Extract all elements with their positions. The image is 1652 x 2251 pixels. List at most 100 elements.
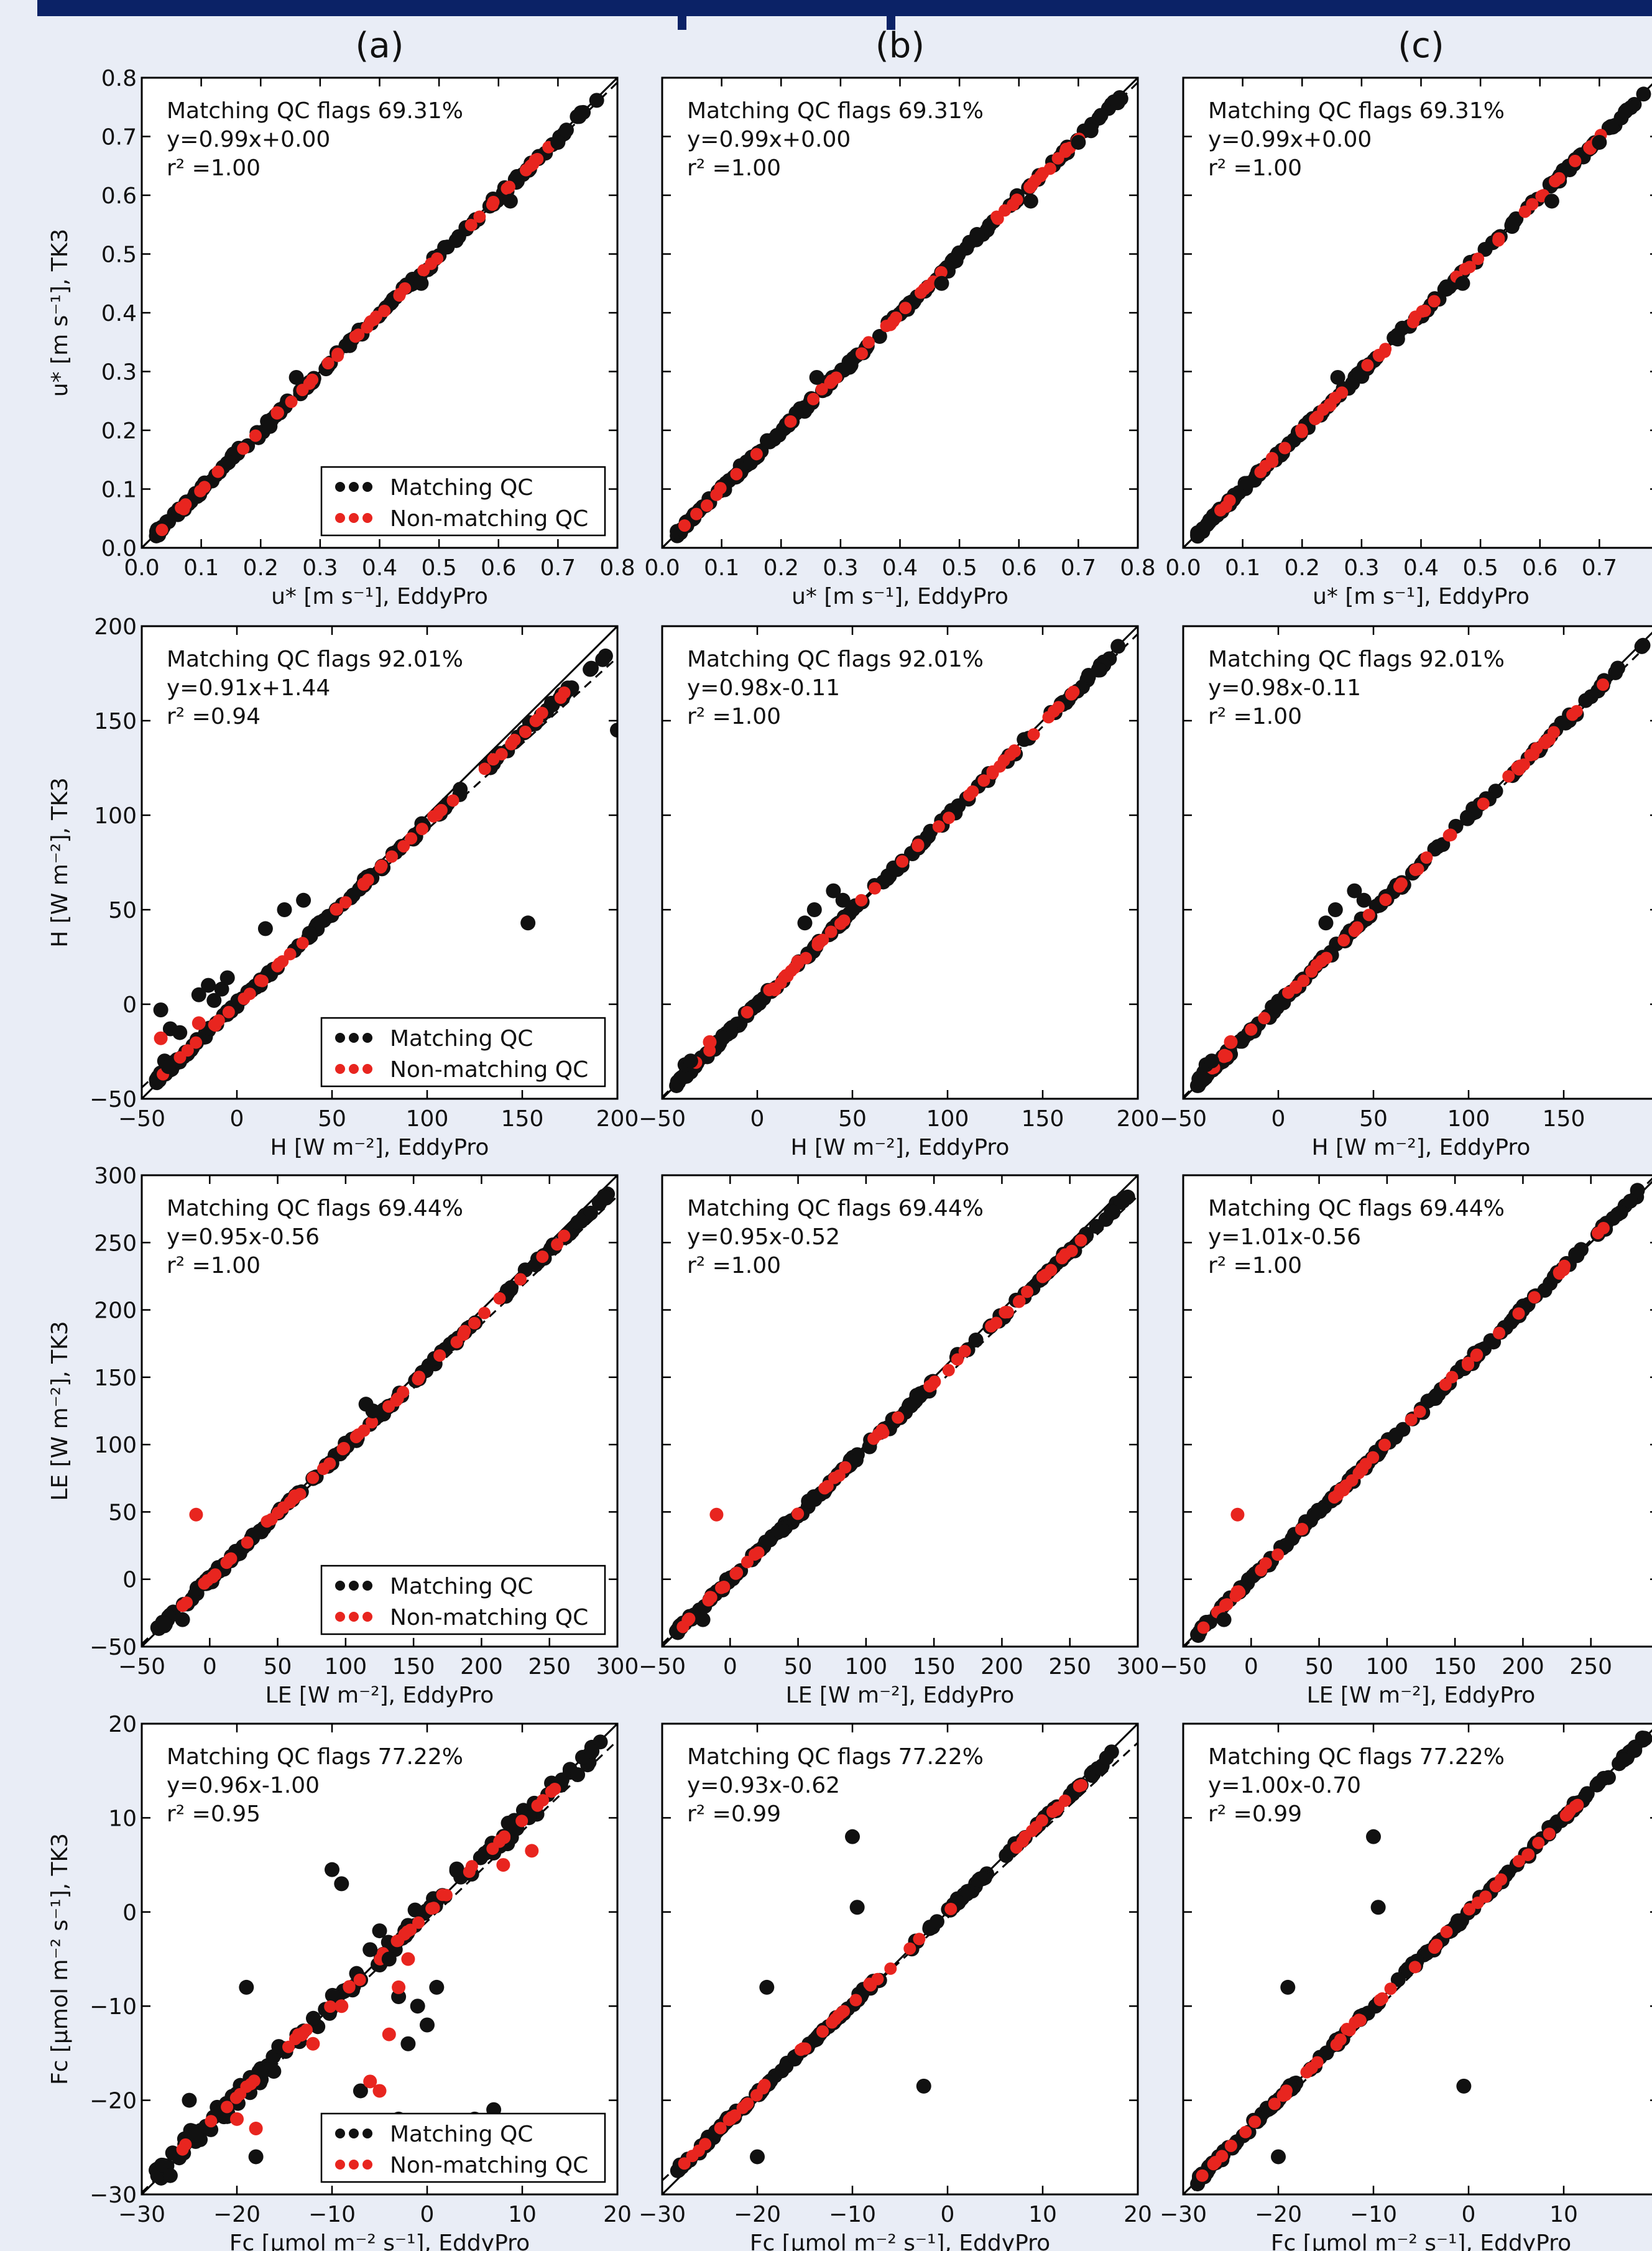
legend-entry-matching: Matching QC [390, 1026, 533, 1052]
scatter-point-nonmatching [505, 737, 518, 751]
stats-annotation: Matching QC flags 69.44% [1208, 1196, 1505, 1221]
scatter-point-matching [1327, 902, 1343, 917]
stats-annotation: Matching QC flags 77.22% [167, 1744, 463, 1770]
legend-entry-matching: Matching QC [390, 1574, 533, 1599]
scatter-point-nonmatching [977, 774, 990, 787]
x-tick-label: 250 [528, 1654, 571, 1680]
scatter-point-matching [420, 2017, 435, 2033]
column-label: (a) [355, 25, 404, 66]
scatter-point-nonmatching [934, 266, 948, 279]
scatter-point-nonmatching [942, 1364, 955, 1377]
x-tick-label: 150 [1434, 1654, 1477, 1680]
x-tick-label: 0.4 [882, 555, 918, 581]
scatter-point-matching [175, 1612, 190, 1627]
scatter-point-matching [1388, 1427, 1404, 1443]
legend: Matching QC Non-matching QC [320, 2112, 606, 2183]
y-tick-label: 300 [94, 1163, 137, 1189]
scatter-point-nonmatching [1219, 1598, 1232, 1611]
stats-annotation: Matching QC flags 92.01% [687, 647, 984, 672]
x-tick-label: 10 [1028, 2202, 1057, 2227]
scatter-point-nonmatching [1413, 1405, 1426, 1418]
scatter-point-nonmatching [862, 336, 875, 349]
y-tick-label: 50 [108, 1500, 137, 1525]
scatter-point-matching [410, 1999, 425, 2014]
x-tick-label: 250 [1048, 1654, 1091, 1680]
scatter-point-nonmatching [676, 1620, 690, 1634]
scatter-point-matching [849, 1900, 865, 1915]
plot-content [662, 1724, 1138, 2194]
scatter-point-nonmatching [750, 2089, 763, 2102]
y-tick-label: 100 [94, 1433, 137, 1458]
scatter-point-nonmatching [1259, 1557, 1272, 1570]
x-tick-label: 150 [1022, 1106, 1064, 1132]
x-axis-label: H [W m⁻²], EddyPro [270, 1135, 489, 1160]
frame-notch [678, 0, 686, 30]
x-tick-label: 50 [1305, 1654, 1334, 1680]
legend-marker [362, 1581, 372, 1591]
stats-annotation: r² =1.00 [1208, 1253, 1302, 1278]
scatter-point-matching [1093, 108, 1109, 123]
legend-marker [362, 2160, 372, 2170]
scatter-point-nonmatching [1355, 1463, 1368, 1476]
scatter-point-nonmatching [240, 2080, 253, 2093]
scatter-point-nonmatching [678, 2157, 691, 2170]
panel-row3-(b): −50 0 50 100 150 200 250 300 LE [W m⁻²], EddyPro… [639, 1174, 1160, 1708]
scatter-point-nonmatching [1074, 1234, 1087, 1247]
scatter-point-nonmatching [435, 803, 448, 816]
scatter-point-nonmatching [353, 1973, 366, 1986]
scatter-point-nonmatching [1245, 1023, 1258, 1036]
x-tick-label: 300 [1117, 1654, 1160, 1680]
scatter-point-nonmatching [892, 1411, 905, 1424]
scatter-point-nonmatching [903, 1942, 916, 1955]
scatter-point-nonmatching [1348, 924, 1361, 937]
legend: Matching QC Non-matching QC [320, 1565, 606, 1635]
scatter-point-nonmatching [1073, 1780, 1086, 1793]
x-tick-label: 100 [1447, 1106, 1490, 1132]
plot-frame [661, 1174, 1139, 1648]
plot-content [662, 78, 1138, 548]
scatter-point-nonmatching [336, 1443, 349, 1456]
scatter-point-matching [1623, 1193, 1638, 1209]
scatter-point-nonmatching [1023, 181, 1036, 194]
scatter-point-matching [1190, 529, 1206, 544]
scatter-point-matching [155, 2157, 171, 2173]
scatter-point-nonmatching [1597, 678, 1610, 691]
scatter-point-nonmatching [392, 1980, 406, 1994]
scatter-point-nonmatching [287, 1492, 300, 1505]
scatter-point-matching [400, 2036, 416, 2051]
scatter-point-nonmatching [800, 951, 813, 964]
legend-marker [335, 2129, 345, 2138]
scatter-point-matching [271, 2039, 287, 2055]
x-tick-label: 0.6 [1001, 555, 1036, 581]
legend-box [320, 466, 606, 537]
scatter-point-nonmatching [1477, 797, 1490, 810]
y-tick-label: 0.8 [101, 66, 137, 91]
top-frame-bar [37, 0, 1652, 16]
scatter-point-nonmatching [704, 1591, 717, 1604]
x-tick-label: 0.2 [243, 555, 279, 581]
y-tick-label: 250 [94, 1231, 137, 1256]
legend-marker [362, 2129, 372, 2138]
legend-marker [349, 2160, 359, 2170]
panel-row1-(b): 0.0 0.1 0.2 0.3 0.4 0.5 0.6 0.7 0.8 u* [m s⁻¹], E… [644, 76, 1156, 609]
scatter-point-matching [584, 1744, 600, 1759]
scatter-point-nonmatching [1224, 1035, 1238, 1049]
scatter-point-nonmatching [339, 896, 352, 909]
scatter-point-nonmatching [1050, 1803, 1063, 1816]
scatter-point-nonmatching [1512, 1854, 1525, 1867]
scatter-point-nonmatching [1430, 1938, 1443, 1951]
stats-annotation: r² =1.00 [1208, 155, 1302, 181]
scatter-point-nonmatching [1065, 1244, 1078, 1257]
scatter-point-nonmatching [1493, 1326, 1506, 1339]
scatter-point-matching [1504, 218, 1520, 233]
x-tick-label: −30 [1160, 2202, 1207, 2227]
scatter-point-matching [1216, 1612, 1232, 1627]
scatter-point-nonmatching [699, 2138, 712, 2151]
scatter-point-matching [969, 227, 985, 243]
scatter-point-nonmatching [1502, 770, 1515, 783]
scatter-point-nonmatching [285, 395, 298, 409]
scatter-point-matching [1240, 476, 1255, 491]
scatter-point-nonmatching [412, 1372, 425, 1385]
x-tick-label: 100 [406, 1106, 449, 1132]
scatter-point-matching [1578, 693, 1594, 708]
